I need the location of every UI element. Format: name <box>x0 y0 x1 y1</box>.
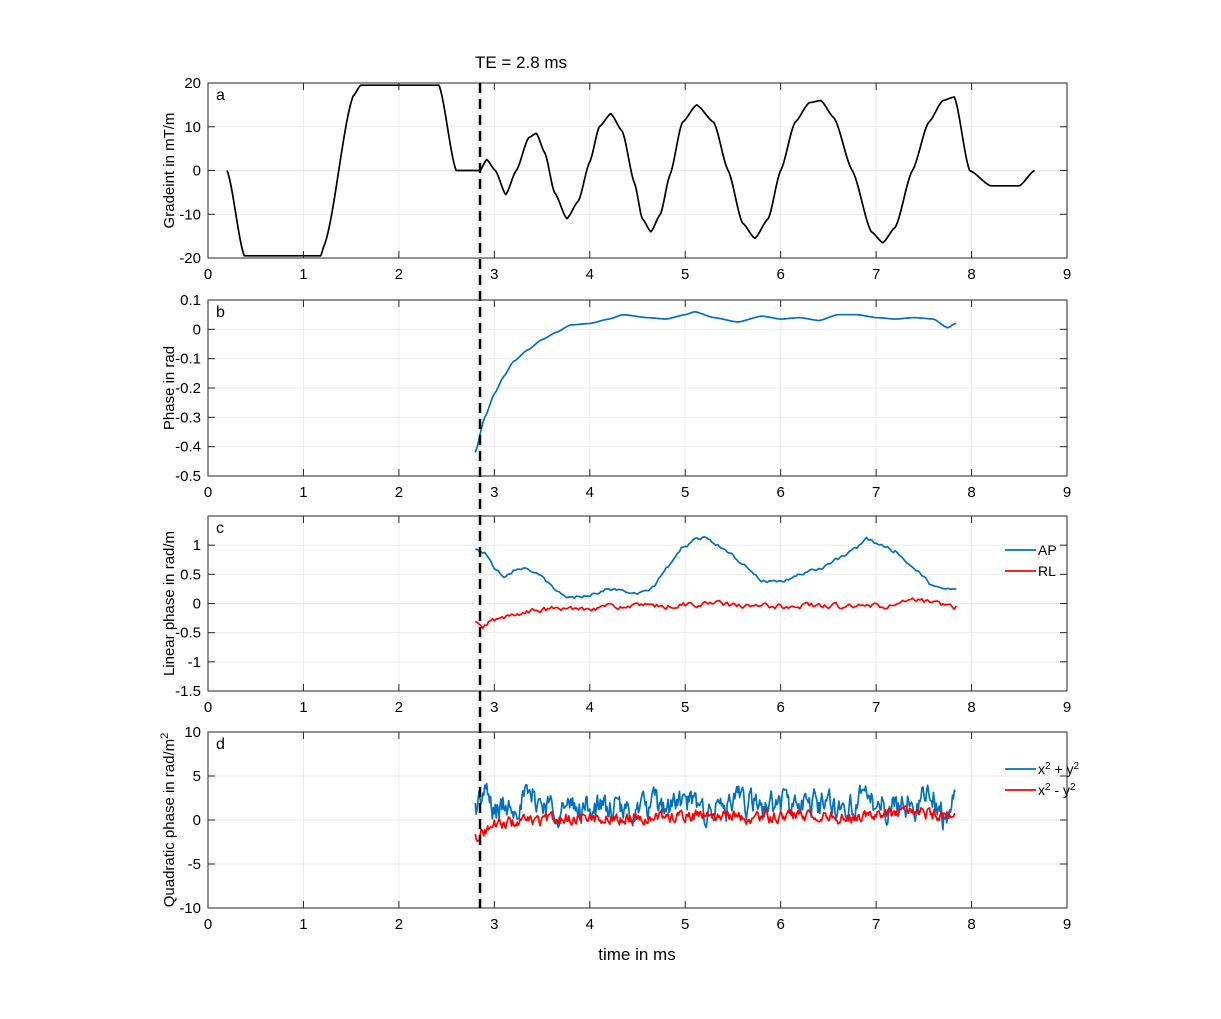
y-tick-label: -0.4 <box>175 439 201 456</box>
y-tick-label: 0 <box>193 163 201 180</box>
y-axis-label: Quadratic phase in rad/m2 <box>159 733 178 908</box>
series-line-b-1 <box>474 310 957 453</box>
series-line-c-2 <box>474 597 958 630</box>
y-tick-label: 5 <box>193 768 201 785</box>
x-tick-label: 5 <box>681 266 689 283</box>
panel-d: 0 1 2 3 4 5 6 7 8 9 -10 -5 0 5 10 d Quadratic phase in r… <box>159 724 1080 933</box>
y-tick-label: 10 <box>184 724 201 741</box>
y-tick-label: -0.5 <box>175 625 201 642</box>
x-tick-label: 8 <box>967 916 975 933</box>
panel-letter: a <box>216 87 225 104</box>
x-tick-label: 2 <box>395 916 403 933</box>
x-tick-label: 3 <box>490 699 498 716</box>
te-annotation: TE = 2.8 ms <box>475 53 567 72</box>
x-tick-label: 8 <box>967 266 975 283</box>
series-line-a-1 <box>226 84 1035 257</box>
legend-label: AP <box>1038 542 1057 558</box>
y-tick-label: -0.3 <box>175 409 201 426</box>
y-tick-label: -0.5 <box>175 468 201 485</box>
x-tick-label: 9 <box>1063 484 1071 501</box>
x-tick-label: 8 <box>967 699 975 716</box>
x-tick-label: 7 <box>872 484 880 501</box>
y-axis-label: Phase in rad <box>161 346 178 430</box>
series-line-d-1 <box>474 782 957 831</box>
x-tick-label: 7 <box>872 266 880 283</box>
y-axis-label: Linear phase in rad/m <box>161 531 178 676</box>
x-tick-label: 4 <box>586 699 594 716</box>
x-tick-label: 0 <box>204 916 212 933</box>
legend-label: x2 - y2 <box>1038 782 1076 798</box>
x-tick-label: 6 <box>776 484 784 501</box>
x-tick-label: 2 <box>395 266 403 283</box>
x-tick-label: 1 <box>299 916 307 933</box>
y-tick-label: -10 <box>179 900 201 917</box>
series-line-c-1 <box>475 535 957 599</box>
y-tick-label: -1 <box>188 654 201 671</box>
x-tick-label: 5 <box>681 916 689 933</box>
y-tick-label: 0.1 <box>180 292 201 309</box>
x-tick-label: 1 <box>299 484 307 501</box>
x-tick-label: 9 <box>1063 699 1071 716</box>
x-axis-label: time in ms <box>598 945 675 964</box>
y-tick-label: -20 <box>179 250 201 267</box>
y-tick-label: 0 <box>193 596 201 613</box>
y-tick-label: -1.5 <box>175 683 201 700</box>
x-tick-label: 6 <box>776 699 784 716</box>
x-tick-label: 2 <box>395 699 403 716</box>
x-tick-label: 4 <box>586 266 594 283</box>
y-tick-label: -0.1 <box>175 351 201 368</box>
x-tick-label: 8 <box>967 484 975 501</box>
legend: x2 + y2 x2 - y2 <box>1005 761 1080 798</box>
y-axis-label: Gradeint in mT/m <box>161 113 178 229</box>
x-tick-label: 7 <box>872 916 880 933</box>
y-tick-label: 10 <box>184 119 201 136</box>
x-tick-label: 3 <box>490 266 498 283</box>
y-tick-label: 0.5 <box>180 566 201 583</box>
y-tick-label: -5 <box>188 856 201 873</box>
x-tick-label: 4 <box>586 484 594 501</box>
x-tick-label: 2 <box>395 484 403 501</box>
x-tick-label: 4 <box>586 916 594 933</box>
y-tick-label: 20 <box>184 75 201 92</box>
x-tick-label: 0 <box>204 699 212 716</box>
x-tick-label: 0 <box>204 484 212 501</box>
x-tick-label: 9 <box>1063 266 1071 283</box>
x-tick-label: 3 <box>490 916 498 933</box>
x-tick-label: 3 <box>490 484 498 501</box>
panel-b: 0 1 2 3 4 5 6 7 8 9 -0.5 -0.4 -0.3 -0.2 -0.1 0 0.1 b Phase… <box>161 292 1071 501</box>
x-tick-label: 6 <box>776 916 784 933</box>
panel-a: 0 1 2 3 4 5 6 7 8 9 -20 -10 0 10 20 a Gradeint in mT/m <box>161 75 1071 283</box>
panel-letter: c <box>216 520 224 537</box>
y-tick-label: 0 <box>193 321 201 338</box>
x-tick-label: 1 <box>299 699 307 716</box>
y-tick-label: 1 <box>193 537 201 554</box>
x-tick-label: 6 <box>776 266 784 283</box>
x-tick-label: 9 <box>1063 916 1071 933</box>
legend: AP RL <box>1005 542 1057 579</box>
y-tick-label: -10 <box>179 206 201 223</box>
legend-label: x2 + y2 <box>1038 761 1080 777</box>
y-tick-label: 0 <box>193 812 201 829</box>
x-tick-label: 0 <box>204 266 212 283</box>
panel-letter: d <box>216 736 225 753</box>
series-line-d-2 <box>474 804 956 843</box>
x-tick-label: 5 <box>681 699 689 716</box>
x-tick-label: 1 <box>299 266 307 283</box>
x-tick-label: 7 <box>872 699 880 716</box>
y-tick-label: -0.2 <box>175 380 201 397</box>
x-tick-label: 5 <box>681 484 689 501</box>
panel-letter: b <box>216 304 225 321</box>
legend-label: RL <box>1038 563 1056 579</box>
